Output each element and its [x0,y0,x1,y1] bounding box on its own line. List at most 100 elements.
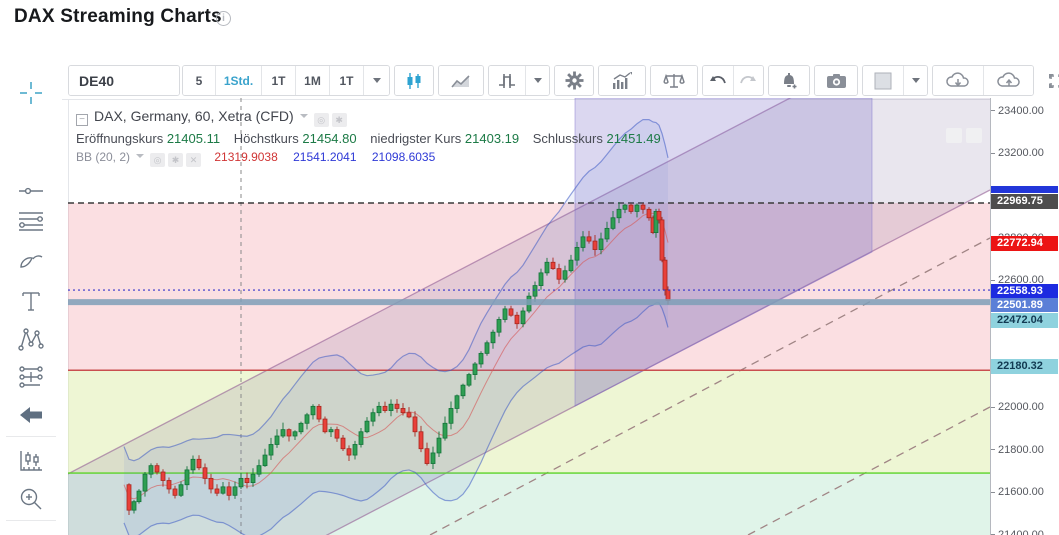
chart-legend: − DAX, Germany, 60, Xetra (CFD) ◎ ✱ Eröffnu… [76,108,716,171]
fullscreen-icon [1049,73,1059,88]
candle [214,488,220,494]
candle [508,308,514,316]
axis-price-label: 23200.00 [991,147,1044,159]
candle [460,384,466,397]
candle [514,314,520,325]
tool-brush[interactable] [8,244,54,278]
candle [665,289,671,301]
candle [208,477,214,490]
tool-arrow[interactable] [8,398,54,432]
candle [298,422,304,433]
timeframe-1hour[interactable]: 1Std. [215,66,261,95]
pane-up-button[interactable] [946,128,962,143]
candle [166,480,172,490]
candle [659,219,665,261]
layout-button[interactable] [863,66,903,95]
chevron-down-icon[interactable] [299,114,308,118]
candle [418,431,424,450]
close-icon[interactable]: ✕ [186,153,202,167]
arrow-left-icon [20,407,42,423]
candle [280,429,286,437]
crosshair-icon [20,82,42,104]
candle [388,403,394,411]
candle [520,310,526,325]
tool-prediction[interactable] [8,360,54,394]
snapshot-button[interactable] [815,66,857,95]
tool-zoom-in[interactable] [8,482,54,516]
bb-basis-value: 21319.9038 [214,150,278,164]
axis-price-marker [991,185,1058,193]
zoom-in-icon [20,488,42,510]
timeframe-1month[interactable]: 1M [295,66,329,95]
timeframe-1day[interactable]: 1T [261,66,295,95]
candle [532,285,538,297]
candle [653,211,659,234]
eye-icon[interactable]: ◎ [150,153,166,167]
tool-trend-line[interactable] [8,174,54,208]
eye-icon[interactable]: ◎ [313,113,329,127]
timeframe-dropdown[interactable] [363,66,389,95]
price-chart[interactable] [68,98,990,535]
timeframe-5min[interactable]: 5 [183,66,215,95]
bb-lower [123,302,669,535]
info-icon[interactable]: i [216,11,231,26]
text-icon [22,292,40,311]
gear-icon[interactable]: ✱ [168,153,184,167]
page-title: DAX Streaming Charts [14,6,222,27]
candle [364,420,370,433]
symbol-title[interactable]: DAX, Germany, 60, Xetra (CFD) [94,108,294,124]
drawing-toolbar [0,62,62,535]
candle [184,469,190,486]
candle [226,486,232,496]
gear-icon[interactable]: ✱ [331,113,347,127]
legend-collapse-button[interactable]: − [76,114,88,126]
layout-dropdown[interactable] [903,66,927,95]
pane-down-button[interactable] [966,128,982,143]
tool-xabcd-pattern[interactable] [8,322,54,356]
tool-crosshair[interactable] [8,76,54,110]
style-dropdown[interactable] [525,66,549,95]
settings-button[interactable] [555,66,593,95]
load-chart-button[interactable] [933,66,983,95]
tool-text[interactable] [8,284,54,318]
tool-bars-pattern[interactable] [8,444,54,478]
bb-indicator-label[interactable]: BB (20, 2) [76,150,131,164]
candle [544,261,550,274]
save-chart-button[interactable] [983,66,1033,95]
candle [604,227,610,240]
sidebar-divider [6,436,56,437]
candlestick-style-button[interactable] [395,66,433,95]
compare-button[interactable] [651,66,697,95]
symbol-input[interactable]: DE40 [69,66,179,95]
bell-plus-icon [783,73,796,89]
candle [640,204,646,210]
timeframe-1t[interactable]: 1T [329,66,363,95]
trend-channel [68,98,990,535]
chart-pane-border [68,100,990,535]
redo-button[interactable] [732,66,763,95]
chevron-down-icon[interactable] [136,154,145,158]
candle [268,444,274,456]
fullscreen-button[interactable] [1038,65,1059,96]
candle [490,331,496,344]
candle [538,272,544,286]
candle [406,412,412,418]
candle [472,363,478,375]
price-axis[interactable]: 23400.0023200.0022800.0022600.0022000.00… [990,98,1059,535]
candle [574,247,580,261]
candle [172,488,178,496]
candle [286,429,292,437]
axis-price-label: 22000.00 [991,401,1044,413]
indicators-button[interactable] [599,66,645,95]
add-alert-button[interactable] [769,66,809,95]
candle [310,405,316,416]
undo-button[interactable] [703,66,733,95]
candle [466,374,472,386]
candle [634,204,640,212]
area-style-button[interactable] [439,66,483,95]
tool-magnet[interactable] [8,530,54,535]
bb-upper-value: 21541.2041 [293,150,357,164]
axis-price-label: 21400.00 [991,529,1044,535]
tool-fib-retracement[interactable] [8,204,54,238]
line-style-button[interactable] [489,66,525,95]
